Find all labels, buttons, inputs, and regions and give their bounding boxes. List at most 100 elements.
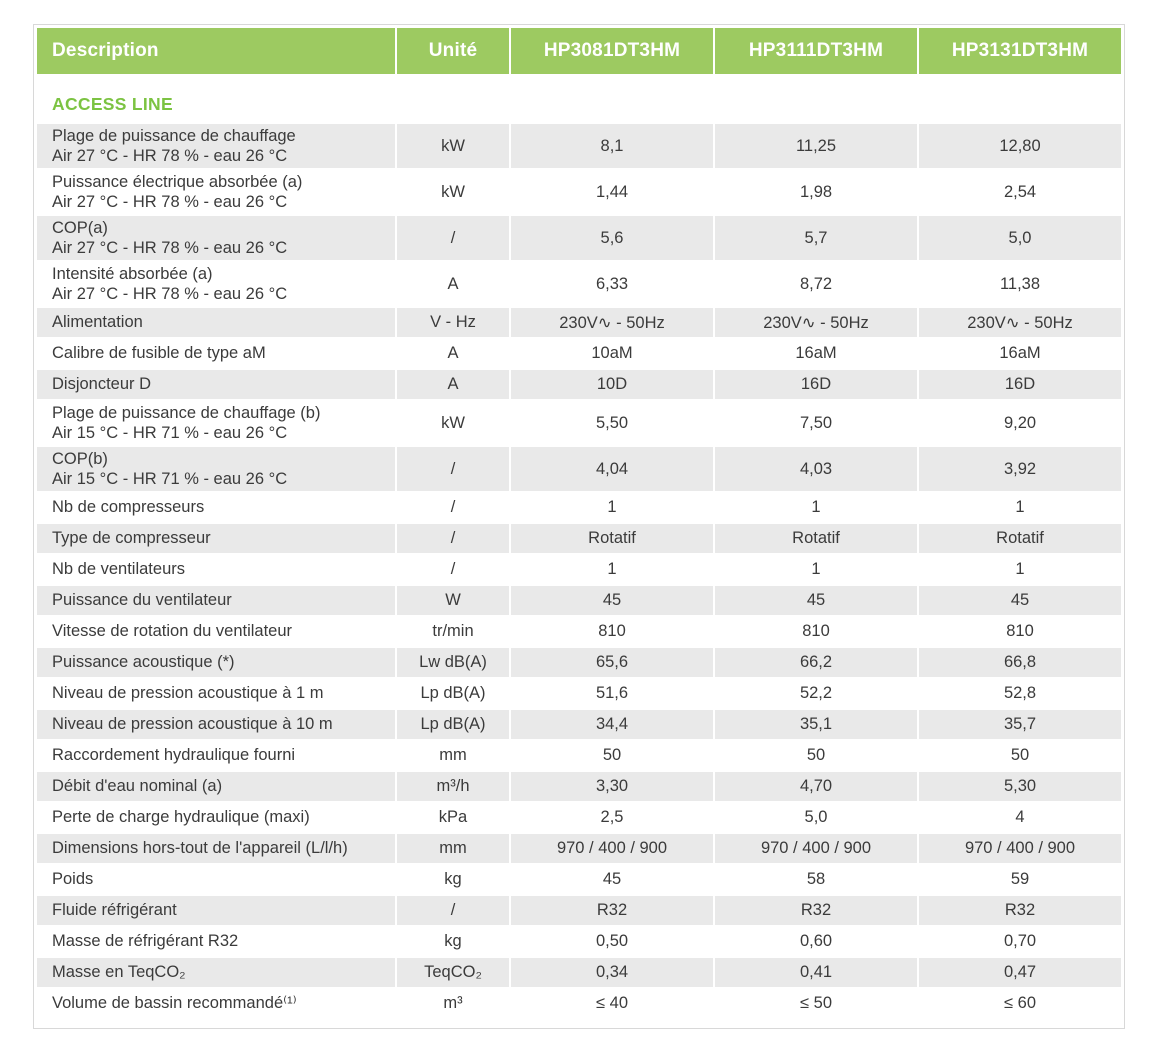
row-label: Puissance électrique absorbée (a) bbox=[52, 172, 303, 191]
table-row: Masse de réfrigérant R32 kg 0,50 0,60 0,… bbox=[37, 927, 1121, 956]
description-cell: Perte de charge hydraulique (maxi) bbox=[37, 803, 395, 832]
unit-cell: tr/min bbox=[397, 617, 509, 646]
value-cell: 4 bbox=[919, 803, 1121, 832]
value-cell: 970 / 400 / 900 bbox=[919, 834, 1121, 863]
description-cell: Plage de puissance de chauffage (b) Air … bbox=[37, 401, 395, 445]
description-cell: Niveau de pression acoustique à 10 m bbox=[37, 710, 395, 739]
description-cell: Vitesse de rotation du ventilateur bbox=[37, 617, 395, 646]
value-cell: 16D bbox=[919, 370, 1121, 399]
value-cell: 50 bbox=[511, 741, 713, 770]
table-row: COP(a) Air 27 °C - HR 78 % - eau 26 °C /… bbox=[37, 216, 1121, 260]
unit-cell: m³/h bbox=[397, 772, 509, 801]
description-cell: Raccordement hydraulique fourni bbox=[37, 741, 395, 770]
value-cell: 4,03 bbox=[715, 447, 917, 491]
value-cell: 10D bbox=[511, 370, 713, 399]
value-cell: 66,8 bbox=[919, 648, 1121, 677]
value-cell: 230V∿ - 50Hz bbox=[511, 308, 713, 337]
spec-table: Description Unité HP3081DT3HM HP3111DT3H… bbox=[33, 24, 1125, 1029]
unit-cell: kW bbox=[397, 401, 509, 445]
row-label: Débit d'eau nominal (a) bbox=[52, 777, 223, 796]
value-cell: 810 bbox=[919, 617, 1121, 646]
value-cell: 0,34 bbox=[511, 958, 713, 987]
value-cell: 0,70 bbox=[919, 927, 1121, 956]
description-cell: Puissance acoustique (*) bbox=[37, 648, 395, 677]
row-label: Plage de puissance de chauffage bbox=[52, 126, 296, 145]
value-cell: Rotatif bbox=[919, 524, 1121, 553]
value-cell: 5,30 bbox=[919, 772, 1121, 801]
value-cell: 810 bbox=[511, 617, 713, 646]
row-label: COP(a) bbox=[52, 218, 108, 237]
value-cell: 810 bbox=[715, 617, 917, 646]
column-header-model-2: HP3111DT3HM bbox=[715, 28, 917, 74]
table-row: Fluide réfrigérant / R32 R32 R32 bbox=[37, 896, 1121, 925]
value-cell: 1 bbox=[511, 493, 713, 522]
value-cell: R32 bbox=[715, 896, 917, 925]
table-row: Alimentation V - Hz 230V∿ - 50Hz 230V∿ -… bbox=[37, 308, 1121, 337]
unit-cell: / bbox=[397, 555, 509, 584]
description-cell: Poids bbox=[37, 865, 395, 894]
description-cell: Nb de ventilateurs bbox=[37, 555, 395, 584]
unit-cell: / bbox=[397, 524, 509, 553]
value-cell: 230V∿ - 50Hz bbox=[919, 308, 1121, 337]
value-cell: 1 bbox=[715, 555, 917, 584]
unit-cell: TeqCO₂ bbox=[397, 958, 509, 987]
table-body: Plage de puissance de chauffage Air 27 °… bbox=[37, 124, 1121, 1018]
table-row: Puissance acoustique (*) Lw dB(A) 65,6 6… bbox=[37, 648, 1121, 677]
description-cell: Masse en TeqCO₂ bbox=[37, 958, 395, 987]
value-cell: 16aM bbox=[715, 339, 917, 368]
unit-cell: / bbox=[397, 896, 509, 925]
row-label: Plage de puissance de chauffage (b) bbox=[52, 403, 321, 422]
value-cell: 1,44 bbox=[511, 170, 713, 214]
unit-cell: Lp dB(A) bbox=[397, 679, 509, 708]
value-cell: 11,25 bbox=[715, 124, 917, 168]
value-cell: 34,4 bbox=[511, 710, 713, 739]
value-cell: 35,1 bbox=[715, 710, 917, 739]
table-row: Dimensions hors-tout de l'appareil (L/l/… bbox=[37, 834, 1121, 863]
unit-cell: Lw dB(A) bbox=[397, 648, 509, 677]
value-cell: 3,92 bbox=[919, 447, 1121, 491]
row-sublabel: Air 27 °C - HR 78 % - eau 26 °C bbox=[52, 239, 288, 257]
value-cell: 1 bbox=[715, 493, 917, 522]
table-header-row: Description Unité HP3081DT3HM HP3111DT3H… bbox=[37, 28, 1121, 74]
unit-cell: kg bbox=[397, 865, 509, 894]
value-cell: 970 / 400 / 900 bbox=[511, 834, 713, 863]
unit-cell: Lp dB(A) bbox=[397, 710, 509, 739]
value-cell: 52,8 bbox=[919, 679, 1121, 708]
row-label: Fluide réfrigérant bbox=[52, 901, 177, 920]
value-cell: 5,7 bbox=[715, 216, 917, 260]
value-cell: 45 bbox=[511, 586, 713, 615]
value-cell: 35,7 bbox=[919, 710, 1121, 739]
unit-cell: / bbox=[397, 447, 509, 491]
column-header-unit: Unité bbox=[397, 28, 509, 74]
value-cell: 0,50 bbox=[511, 927, 713, 956]
value-cell: 2,5 bbox=[511, 803, 713, 832]
table-row: Calibre de fusible de type aM A 10aM 16a… bbox=[37, 339, 1121, 368]
value-cell: 1 bbox=[511, 555, 713, 584]
value-cell: 230V∿ - 50Hz bbox=[715, 308, 917, 337]
value-cell: 50 bbox=[919, 741, 1121, 770]
table-row: Plage de puissance de chauffage (b) Air … bbox=[37, 401, 1121, 445]
unit-cell: / bbox=[397, 493, 509, 522]
unit-cell: A bbox=[397, 262, 509, 306]
row-label: Disjoncteur D bbox=[52, 375, 152, 394]
value-cell: 5,50 bbox=[511, 401, 713, 445]
table-row: Puissance électrique absorbée (a) Air 27… bbox=[37, 170, 1121, 214]
value-cell: 7,50 bbox=[715, 401, 917, 445]
value-cell: 8,72 bbox=[715, 262, 917, 306]
section-title: ACCESS LINE bbox=[52, 94, 173, 114]
table-row: Nb de compresseurs / 1 1 1 bbox=[37, 493, 1121, 522]
row-label: Calibre de fusible de type aM bbox=[52, 344, 266, 363]
value-cell: 16aM bbox=[919, 339, 1121, 368]
value-cell: 5,0 bbox=[919, 216, 1121, 260]
value-cell: 0,41 bbox=[715, 958, 917, 987]
value-cell: 1,98 bbox=[715, 170, 917, 214]
unit-cell: kW bbox=[397, 170, 509, 214]
table-row: Masse en TeqCO₂ TeqCO₂ 0,34 0,41 0,47 bbox=[37, 958, 1121, 987]
description-cell: Masse de réfrigérant R32 bbox=[37, 927, 395, 956]
table-row: Perte de charge hydraulique (maxi) kPa 2… bbox=[37, 803, 1121, 832]
row-label: Niveau de pression acoustique à 1 m bbox=[52, 684, 324, 703]
value-cell: ≤ 40 bbox=[511, 989, 713, 1018]
table-row: Disjoncteur D A 10D 16D 16D bbox=[37, 370, 1121, 399]
value-cell: 4,04 bbox=[511, 447, 713, 491]
table-row: Niveau de pression acoustique à 1 m Lp d… bbox=[37, 679, 1121, 708]
